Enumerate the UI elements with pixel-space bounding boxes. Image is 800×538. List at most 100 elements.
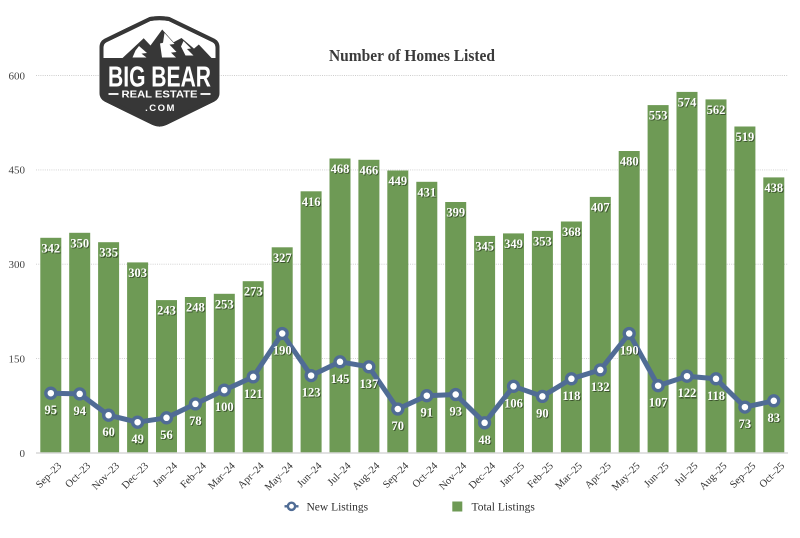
svg-text:345: 345 xyxy=(475,239,494,253)
svg-text:335: 335 xyxy=(100,247,119,261)
svg-text:93: 93 xyxy=(450,406,463,420)
svg-text:94: 94 xyxy=(74,405,87,419)
svg-text:273: 273 xyxy=(244,285,263,299)
svg-text:100: 100 xyxy=(215,400,234,414)
svg-text:407: 407 xyxy=(591,200,610,214)
svg-text:468: 468 xyxy=(332,163,351,177)
svg-text:78: 78 xyxy=(189,414,202,428)
svg-text:94: 94 xyxy=(73,404,86,418)
svg-text:553: 553 xyxy=(650,110,669,124)
svg-text:350: 350 xyxy=(71,237,90,251)
svg-text:190: 190 xyxy=(273,344,292,358)
svg-text:300: 300 xyxy=(9,259,26,271)
svg-text:118: 118 xyxy=(563,390,581,404)
svg-text:368: 368 xyxy=(563,226,582,240)
svg-text:106: 106 xyxy=(505,397,524,411)
svg-text:519: 519 xyxy=(736,130,755,144)
svg-text:121: 121 xyxy=(244,387,263,401)
svg-text:399: 399 xyxy=(447,207,466,221)
svg-text:407: 407 xyxy=(592,202,611,216)
svg-text:468: 468 xyxy=(331,162,350,176)
svg-text:137: 137 xyxy=(360,377,379,391)
svg-text:91: 91 xyxy=(421,407,434,421)
svg-text:368: 368 xyxy=(562,225,581,239)
svg-text:91: 91 xyxy=(421,406,434,420)
svg-text:90: 90 xyxy=(536,406,549,420)
svg-text:449: 449 xyxy=(389,175,408,189)
svg-text:83: 83 xyxy=(768,411,781,425)
svg-text:70: 70 xyxy=(392,420,405,434)
svg-text:335: 335 xyxy=(99,246,118,260)
svg-text:132: 132 xyxy=(592,381,611,395)
svg-text:190: 190 xyxy=(620,344,639,358)
svg-text:273: 273 xyxy=(245,286,264,300)
svg-text:Number of Homes Listed: Number of Homes Listed xyxy=(329,46,495,65)
svg-text:118: 118 xyxy=(708,390,726,404)
svg-text:REAL ESTATE: REAL ESTATE xyxy=(122,89,198,101)
svg-text:416: 416 xyxy=(303,196,322,210)
svg-text:73: 73 xyxy=(740,418,753,432)
svg-text:438: 438 xyxy=(764,181,783,195)
svg-text:431: 431 xyxy=(418,186,437,200)
svg-text:93: 93 xyxy=(449,405,462,419)
svg-text:342: 342 xyxy=(41,241,60,255)
svg-text:574: 574 xyxy=(679,97,699,111)
svg-text:Total Listings: Total Listings xyxy=(472,502,536,514)
svg-text:83: 83 xyxy=(768,412,781,426)
svg-text:350: 350 xyxy=(70,236,89,250)
svg-text:132: 132 xyxy=(591,380,610,394)
svg-text:349: 349 xyxy=(505,238,524,252)
svg-text:480: 480 xyxy=(620,155,639,169)
svg-text:600: 600 xyxy=(9,70,26,82)
svg-text:123: 123 xyxy=(302,386,321,400)
svg-text:243: 243 xyxy=(158,305,177,319)
svg-text:431: 431 xyxy=(417,185,436,199)
svg-text:416: 416 xyxy=(302,195,321,209)
svg-text:.COM: .COM xyxy=(145,103,176,114)
svg-text:248: 248 xyxy=(187,302,206,316)
svg-text:480: 480 xyxy=(621,156,640,170)
svg-text:248: 248 xyxy=(186,301,205,315)
svg-text:190: 190 xyxy=(274,345,293,359)
svg-text:95: 95 xyxy=(45,403,58,417)
svg-text:121: 121 xyxy=(245,388,264,402)
svg-text:353: 353 xyxy=(534,236,553,250)
svg-text:253: 253 xyxy=(216,298,235,312)
svg-text:303: 303 xyxy=(128,266,147,280)
svg-text:106: 106 xyxy=(504,396,523,410)
svg-text:466: 466 xyxy=(360,163,379,177)
svg-text:48: 48 xyxy=(479,434,492,448)
svg-text:100: 100 xyxy=(216,401,235,415)
svg-text:60: 60 xyxy=(102,425,115,439)
svg-text:90: 90 xyxy=(537,408,550,422)
svg-text:519: 519 xyxy=(736,131,755,145)
svg-text:553: 553 xyxy=(649,109,668,123)
svg-text:327: 327 xyxy=(274,252,293,266)
svg-text:60: 60 xyxy=(103,426,116,440)
svg-text:190: 190 xyxy=(621,345,640,359)
svg-text:107: 107 xyxy=(650,397,669,411)
svg-text:145: 145 xyxy=(331,372,350,386)
svg-text:123: 123 xyxy=(303,387,322,401)
svg-text:56: 56 xyxy=(160,428,173,442)
svg-text:70: 70 xyxy=(392,419,405,433)
svg-text:562: 562 xyxy=(707,103,726,117)
svg-text:562: 562 xyxy=(708,104,727,118)
svg-text:345: 345 xyxy=(476,241,495,255)
svg-text:122: 122 xyxy=(678,386,697,400)
svg-text:49: 49 xyxy=(132,433,145,447)
svg-text:0: 0 xyxy=(20,448,26,460)
svg-text:449: 449 xyxy=(388,174,407,188)
svg-text:56: 56 xyxy=(161,429,174,443)
svg-text:253: 253 xyxy=(215,297,234,311)
svg-text:145: 145 xyxy=(332,373,351,387)
svg-text:342: 342 xyxy=(42,242,61,256)
svg-text:118: 118 xyxy=(562,389,580,403)
svg-text:New Listings: New Listings xyxy=(307,502,369,514)
svg-text:243: 243 xyxy=(157,304,176,318)
svg-text:438: 438 xyxy=(765,182,784,196)
svg-text:150: 150 xyxy=(9,353,26,365)
svg-text:BIG BEAR: BIG BEAR xyxy=(108,62,211,94)
svg-text:95: 95 xyxy=(45,404,58,418)
svg-text:78: 78 xyxy=(190,415,203,429)
